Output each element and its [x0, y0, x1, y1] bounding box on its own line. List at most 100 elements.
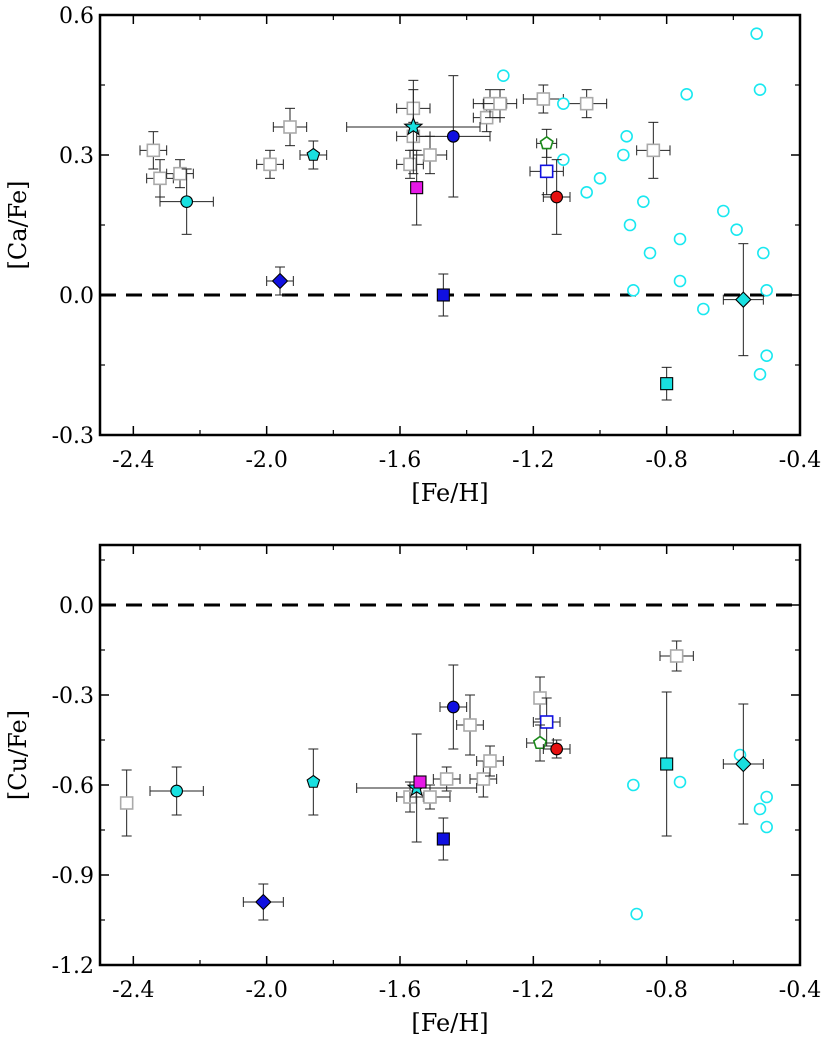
marker-circle [550, 190, 564, 204]
series-square [436, 273, 450, 317]
marker-open-circle [557, 97, 570, 110]
data-point [412, 135, 448, 175]
data-point [760, 820, 773, 834]
marker-square [436, 288, 450, 302]
y-tick-label: 0.3 [59, 144, 94, 169]
data-point [680, 88, 693, 101]
data-point [159, 168, 214, 235]
series-circle [439, 664, 468, 750]
plot-frame [98, 543, 802, 967]
data-point [306, 748, 321, 816]
series-open-square [139, 84, 671, 198]
marker-open-circle [643, 246, 657, 260]
data-point [149, 766, 204, 816]
data-point [242, 883, 284, 921]
data-point [436, 273, 450, 317]
marker-square [660, 377, 674, 391]
marker-open-circle [580, 186, 593, 199]
y-tick-label: 0.0 [59, 594, 94, 619]
series-square [413, 775, 427, 789]
data-point [753, 368, 767, 381]
series-pentagon [306, 748, 321, 816]
series-circle [149, 766, 204, 816]
data-point [566, 89, 608, 119]
marker-square [660, 757, 674, 771]
data-point [722, 243, 764, 357]
data-point [580, 186, 593, 199]
data-point [166, 159, 194, 189]
marker-open-circle [760, 349, 773, 362]
data-point [760, 349, 773, 362]
y-tick-label: -0.9 [52, 864, 94, 889]
data-point [620, 130, 633, 143]
marker-open-pentagon [532, 735, 548, 750]
marker-circle [446, 129, 460, 143]
series-square [660, 691, 674, 837]
data-point [272, 107, 308, 147]
y-tick-label: 0.0 [59, 284, 94, 309]
marker-open-square [423, 148, 437, 162]
marker-open-square [423, 790, 437, 804]
data-point [526, 724, 554, 762]
data-point [346, 79, 481, 175]
data-point [643, 246, 657, 260]
marker-open-circle [627, 284, 640, 297]
marker-open-circle [753, 802, 767, 816]
marker-open-circle [673, 232, 687, 246]
marker-star [403, 116, 424, 136]
marker-open-square [536, 92, 551, 106]
y-tick-label: -1.2 [52, 954, 94, 979]
marker-open-square [439, 772, 454, 786]
series-open-pentagon [536, 128, 558, 158]
data-point [436, 817, 450, 861]
marker-open-circle [753, 83, 767, 96]
data-point [533, 676, 547, 720]
x-tick-label: -0.4 [779, 448, 821, 473]
data-point [697, 302, 710, 316]
marker-open-square [483, 754, 497, 768]
marker-open-square [173, 166, 187, 181]
data-point [256, 149, 284, 179]
marker-square [413, 775, 427, 789]
data-point [660, 691, 674, 837]
y-tick-label: -0.3 [52, 424, 94, 449]
y-axis-label: [Ca/Fe] [4, 180, 32, 269]
data-point [456, 694, 484, 756]
marker-open-circle [627, 778, 640, 792]
marker-open-circle [760, 790, 773, 804]
y-axis-label: [Cu/Fe] [4, 710, 32, 800]
data-point [119, 769, 134, 837]
marker-open-circle [680, 88, 693, 101]
x-axis-label: [Fe/H] [411, 1009, 488, 1037]
series-diamond [722, 243, 764, 357]
marker-open-square [476, 772, 491, 786]
marker-open-square [669, 649, 684, 663]
data-point [760, 284, 773, 297]
marker-pentagon [306, 147, 321, 161]
marker-open-square [646, 143, 661, 158]
marker-circle [170, 784, 184, 798]
marker-open-circle [673, 274, 687, 288]
marker-open-circle [623, 218, 637, 232]
x-tick-label: -1.2 [512, 978, 554, 1003]
series-star [346, 79, 481, 175]
marker-open-square [263, 157, 277, 172]
plot-frame [98, 13, 802, 437]
data-point [753, 802, 767, 816]
marker-diamond [255, 893, 272, 911]
marker-diamond [271, 272, 289, 290]
series-circle [542, 159, 571, 235]
data-point [542, 739, 571, 759]
series-open-circle [497, 27, 773, 381]
data-point [542, 159, 571, 235]
data-point [593, 172, 607, 185]
marker-open-circle [753, 368, 767, 381]
marker-open-circle [760, 820, 773, 834]
marker-open-circle [630, 907, 643, 921]
marker-open-square [493, 96, 507, 111]
data-point [673, 775, 687, 789]
data-point [266, 266, 294, 296]
data-point [673, 232, 687, 246]
data-point [659, 640, 694, 672]
x-tick-label: -2.4 [112, 448, 154, 473]
